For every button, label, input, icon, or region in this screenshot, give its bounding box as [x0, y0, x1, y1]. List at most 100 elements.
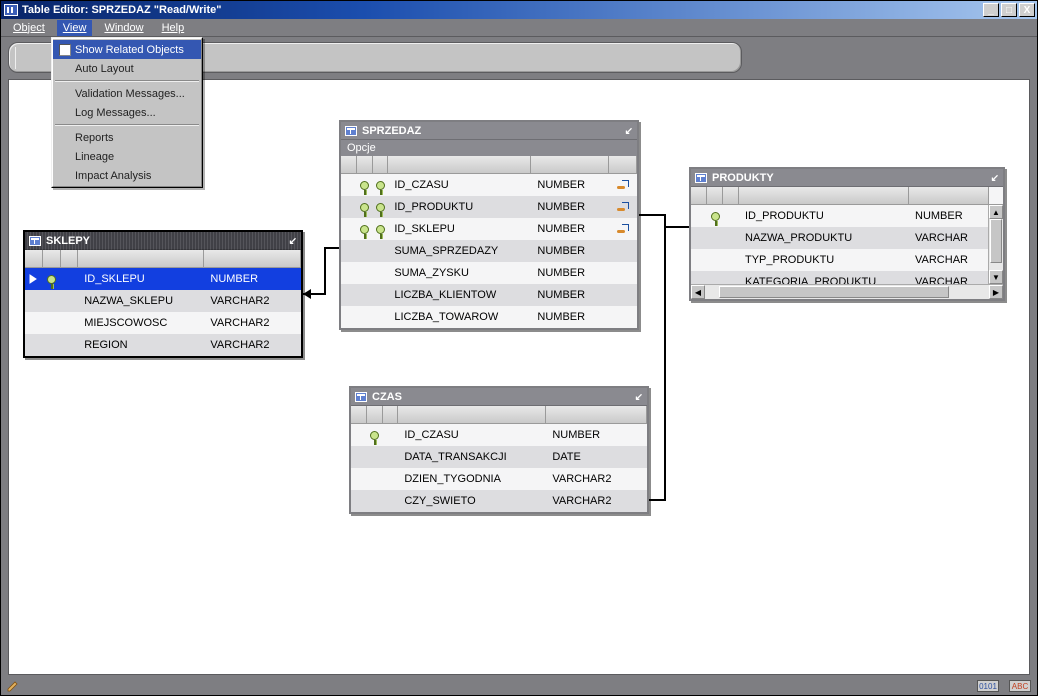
panel-title-text: SKLEPY — [46, 235, 90, 247]
close-button[interactable]: X — [1019, 3, 1035, 17]
menu-item-log[interactable]: Log Messages... — [53, 103, 201, 122]
checkbox-icon: ✔ — [57, 43, 73, 57]
scroll-left-button[interactable]: ◀ — [691, 285, 705, 299]
key-icon — [376, 203, 385, 212]
menu-item-impact[interactable]: Impact Analysis — [53, 166, 201, 185]
table-row[interactable]: ID_SKLEPUNUMBER — [341, 218, 637, 240]
table-icon — [355, 392, 367, 402]
table-row[interactable]: SUMA_SPRZEDAZYNUMBER — [341, 240, 637, 262]
menu-separator — [55, 80, 199, 82]
menu-item-label: Lineage — [75, 151, 114, 163]
scroll-thumb[interactable] — [719, 286, 949, 298]
minimize-button[interactable]: _ — [983, 3, 999, 17]
pin-icon[interactable]: ↙ — [991, 173, 999, 184]
panel-title-text: CZAS — [372, 391, 402, 403]
vertical-scrollbar[interactable]: ▲ ▼ — [988, 205, 1003, 284]
table-panel-sprzedaz[interactable]: SPRZEDAZ ↙ Opcje ID_CZASUNUMBERID_PRODUK… — [339, 120, 639, 330]
menu-item-reports[interactable]: Reports — [53, 128, 201, 147]
panel-title[interactable]: SKLEPY ↙ — [25, 232, 301, 250]
table-row[interactable]: SUMA_ZYSKUNUMBER — [341, 262, 637, 284]
pin-icon[interactable]: ↙ — [625, 126, 633, 137]
menu-item-lineage[interactable]: Lineage — [53, 147, 201, 166]
foreign-key-icon — [617, 224, 629, 234]
menu-item-label: Auto Layout — [75, 63, 134, 75]
table-panel-sklepy[interactable]: SKLEPY ↙ ID_SKLEPUNUMBERNAZWA_SKLEPUVARC… — [23, 230, 303, 358]
table-row[interactable]: ID_CZASUNUMBER — [341, 174, 637, 196]
grid-body: ID_PRODUKTUNUMBERNAZWA_PRODUKTUVARCHARTY… — [691, 205, 1003, 293]
table-row[interactable]: ID_CZASUNUMBER — [351, 424, 647, 446]
primary-key-icon — [360, 225, 369, 234]
table-panel-produkty[interactable]: PRODUKTY ↙ ID_PRODUKTUNUMBERNAZWA_PRODUK… — [689, 167, 1005, 301]
table-row[interactable]: NAZWA_SKLEPUVARCHAR2 — [25, 290, 301, 312]
menu-item-label: Show Related Objects — [75, 44, 184, 56]
menu-item-validation[interactable]: Validation Messages... — [53, 84, 201, 103]
panel-title[interactable]: CZAS ↙ — [351, 388, 647, 406]
menu-item-show-related[interactable]: ✔ Show Related Objects — [53, 40, 201, 59]
grid-header — [25, 250, 301, 268]
grid-header — [351, 406, 647, 424]
menu-view[interactable]: View — [57, 20, 93, 36]
pin-icon[interactable]: ↙ — [635, 392, 643, 403]
scroll-thumb[interactable] — [990, 219, 1002, 263]
scroll-right-button[interactable]: ▶ — [989, 285, 1003, 299]
table-row[interactable]: ID_PRODUKTUNUMBER — [341, 196, 637, 218]
menu-separator — [55, 124, 199, 126]
pin-icon[interactable]: ↙ — [289, 236, 297, 247]
panel-title[interactable]: SPRZEDAZ ↙ — [341, 122, 637, 140]
scroll-up-button[interactable]: ▲ — [989, 205, 1003, 219]
table-icon — [29, 236, 41, 246]
menu-item-label: Impact Analysis — [75, 170, 151, 182]
grid-header — [341, 156, 637, 174]
foreign-key-icon — [617, 180, 629, 190]
table-row[interactable]: TYP_PRODUKTUVARCHAR — [691, 249, 1003, 271]
table-row[interactable]: NAZWA_PRODUKTUVARCHAR — [691, 227, 1003, 249]
menubar: Object View Window Help — [1, 19, 1037, 37]
window-controls: _ □ X — [983, 3, 1037, 17]
scroll-track[interactable] — [705, 285, 989, 299]
status-chip-abc[interactable]: ABC — [1009, 680, 1031, 692]
grid-body: ID_CZASUNUMBERID_PRODUKTUNUMBERID_SKLEPU… — [341, 174, 637, 328]
grid-body: ID_SKLEPUNUMBERNAZWA_SKLEPUVARCHAR2MIEJS… — [25, 268, 301, 356]
scroll-down-button[interactable]: ▼ — [989, 270, 1003, 284]
panel-subtitle[interactable]: Opcje — [341, 140, 637, 156]
pencil-icon — [7, 680, 19, 692]
horizontal-scrollbar[interactable]: ◀ ▶ — [691, 284, 1003, 299]
table-panel-czas[interactable]: CZAS ↙ ID_CZASUNUMBERDATA_TRANSAKCJIDATE… — [349, 386, 649, 514]
grid-header — [691, 187, 1003, 205]
menu-help[interactable]: Help — [156, 20, 191, 36]
table-row[interactable]: LICZBA_TOWAROWNUMBER — [341, 306, 637, 328]
menu-object[interactable]: Object — [7, 20, 51, 36]
titlebar: Table Editor: SPRZEDAZ "Read/Write" _ □ … — [1, 1, 1037, 19]
menu-item-label: Reports — [75, 132, 114, 144]
maximize-button[interactable]: □ — [1001, 3, 1017, 17]
table-row[interactable]: LICZBA_KLIENTOWNUMBER — [341, 284, 637, 306]
window-root: Table Editor: SPRZEDAZ "Read/Write" _ □ … — [0, 0, 1038, 696]
table-icon — [345, 126, 357, 136]
app-icon — [4, 4, 18, 16]
status-chip-binary[interactable]: 0101 — [977, 680, 999, 692]
primary-key-icon — [47, 275, 56, 284]
menu-item-label: Validation Messages... — [75, 88, 185, 100]
primary-key-icon — [360, 203, 369, 212]
window-title: Table Editor: SPRZEDAZ "Read/Write" — [22, 4, 222, 16]
menu-item-auto-layout[interactable]: Auto Layout — [53, 59, 201, 78]
key-icon — [376, 181, 385, 190]
table-row[interactable]: ID_SKLEPUNUMBER — [25, 268, 301, 290]
primary-key-icon — [370, 431, 379, 440]
table-row[interactable]: DATA_TRANSAKCJIDATE — [351, 446, 647, 468]
table-row[interactable]: ID_PRODUKTUNUMBER — [691, 205, 1003, 227]
grid-body: ID_CZASUNUMBERDATA_TRANSAKCJIDATEDZIEN_T… — [351, 424, 647, 512]
table-row[interactable]: REGIONVARCHAR2 — [25, 334, 301, 356]
primary-key-icon — [360, 181, 369, 190]
panel-title-text: SPRZEDAZ — [362, 125, 421, 137]
statusbar: 0101 ABC — [1, 677, 1037, 695]
menu-window[interactable]: Window — [98, 20, 149, 36]
menu-item-label: Log Messages... — [75, 107, 156, 119]
table-row[interactable]: DZIEN_TYGODNIAVARCHAR2 — [351, 468, 647, 490]
table-row[interactable]: CZY_SWIETOVARCHAR2 — [351, 490, 647, 512]
table-row[interactable]: MIEJSCOWOSCVARCHAR2 — [25, 312, 301, 334]
foreign-key-icon — [617, 202, 629, 212]
panel-title[interactable]: PRODUKTY ↙ — [691, 169, 1003, 187]
primary-key-icon — [711, 212, 720, 221]
panel-title-text: PRODUKTY — [712, 172, 774, 184]
